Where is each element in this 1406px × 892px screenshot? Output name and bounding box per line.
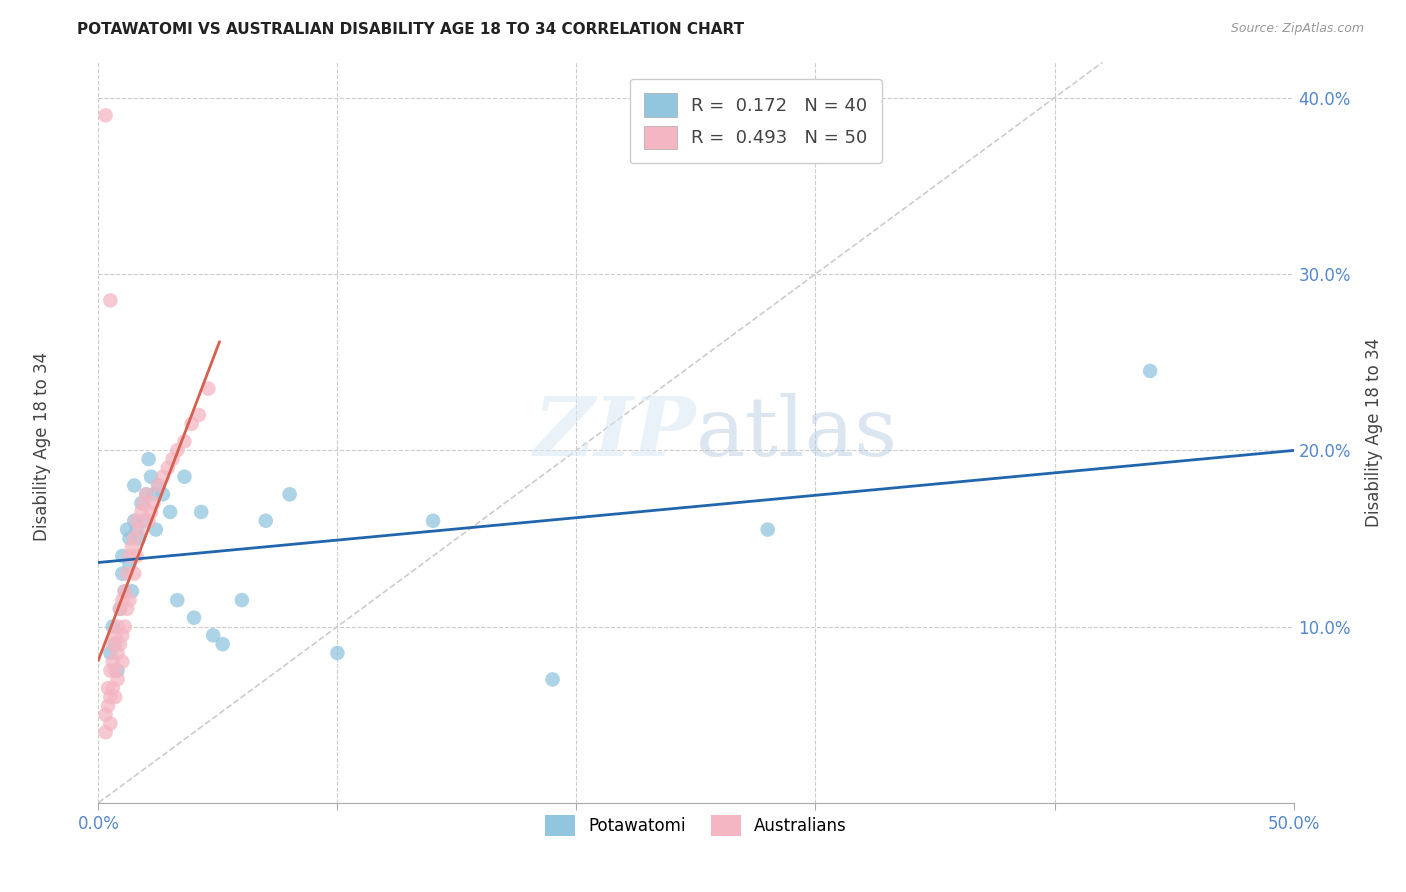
Point (128, 523, 150, 537)
Point (152, 469, 174, 483)
Point (124, 566, 146, 581)
Point (124, 478, 146, 492)
Point (107, 664, 129, 678)
Point (124, 514, 146, 528)
Point (156, 461, 179, 475)
Point (115, 566, 138, 581)
Text: ZIP: ZIP (533, 392, 696, 473)
Point (108, 602, 131, 616)
Point (183, 610, 205, 624)
Point (97, 681, 120, 696)
Point (111, 655, 134, 669)
Point (180, 417, 202, 431)
Point (118, 549, 141, 563)
Point (187, 408, 209, 422)
Point (104, 690, 127, 704)
Point (148, 478, 170, 492)
Y-axis label: Disability Age 18 to 34: Disability Age 18 to 34 (1365, 338, 1382, 527)
Point (97, 698, 120, 713)
Point (211, 637, 233, 651)
Point (166, 443, 188, 458)
Point (94, 707, 117, 722)
Point (139, 469, 162, 483)
Point (135, 487, 157, 501)
Point (148, 478, 170, 492)
Point (125, 549, 148, 563)
Point (145, 523, 167, 537)
Point (108, 602, 131, 616)
Point (107, 646, 129, 660)
Point (114, 584, 136, 599)
Text: POTAWATOMI VS AUSTRALIAN DISABILITY AGE 18 TO 34 CORRELATION CHART: POTAWATOMI VS AUSTRALIAN DISABILITY AGE … (77, 22, 744, 37)
Point (541, 673, 564, 687)
Point (202, 628, 225, 642)
Point (326, 646, 349, 660)
Point (94, 108, 117, 122)
Point (173, 434, 195, 449)
Point (107, 673, 129, 687)
Point (159, 505, 181, 519)
Point (254, 514, 277, 528)
Point (94, 725, 117, 739)
Point (162, 452, 184, 467)
Point (131, 505, 153, 519)
Point (104, 628, 127, 642)
Point (104, 637, 127, 651)
Point (111, 566, 134, 581)
Point (132, 496, 155, 510)
Point (125, 514, 148, 528)
Point (128, 532, 150, 546)
Point (138, 452, 160, 467)
Point (190, 505, 212, 519)
Point (115, 523, 138, 537)
Point (108, 637, 131, 651)
Point (98, 293, 122, 308)
Point (124, 532, 146, 546)
Point (101, 619, 124, 633)
Point (1139, 364, 1161, 378)
Point (118, 532, 141, 546)
Point (111, 593, 134, 607)
Point (98, 716, 122, 731)
Point (101, 681, 124, 696)
Point (101, 655, 124, 669)
Point (121, 584, 143, 599)
Point (98, 664, 122, 678)
Point (118, 558, 141, 572)
Point (132, 514, 155, 528)
Point (197, 382, 219, 396)
Point (121, 540, 143, 554)
Text: Source: ZipAtlas.com: Source: ZipAtlas.com (1230, 22, 1364, 36)
Point (118, 593, 141, 607)
Point (142, 496, 165, 510)
Point (135, 487, 157, 501)
Point (101, 637, 124, 651)
Legend: Potawatomi, Australians: Potawatomi, Australians (538, 808, 853, 843)
Point (125, 523, 148, 537)
Point (111, 628, 134, 642)
Point (114, 619, 136, 633)
Point (142, 487, 165, 501)
Point (107, 619, 129, 633)
Point (111, 549, 134, 563)
Point (173, 469, 195, 483)
Point (138, 514, 160, 528)
Text: atlas: atlas (696, 392, 898, 473)
Point (104, 664, 127, 678)
Point (231, 593, 253, 607)
Point (166, 593, 188, 607)
Point (756, 523, 779, 537)
Point (152, 487, 174, 501)
Point (422, 514, 444, 528)
Text: Disability Age 18 to 34: Disability Age 18 to 34 (34, 351, 51, 541)
Point (115, 602, 138, 616)
Point (131, 496, 153, 510)
Point (139, 505, 162, 519)
Point (98, 646, 122, 660)
Point (98, 690, 122, 704)
Point (278, 487, 301, 501)
Point (114, 584, 136, 599)
